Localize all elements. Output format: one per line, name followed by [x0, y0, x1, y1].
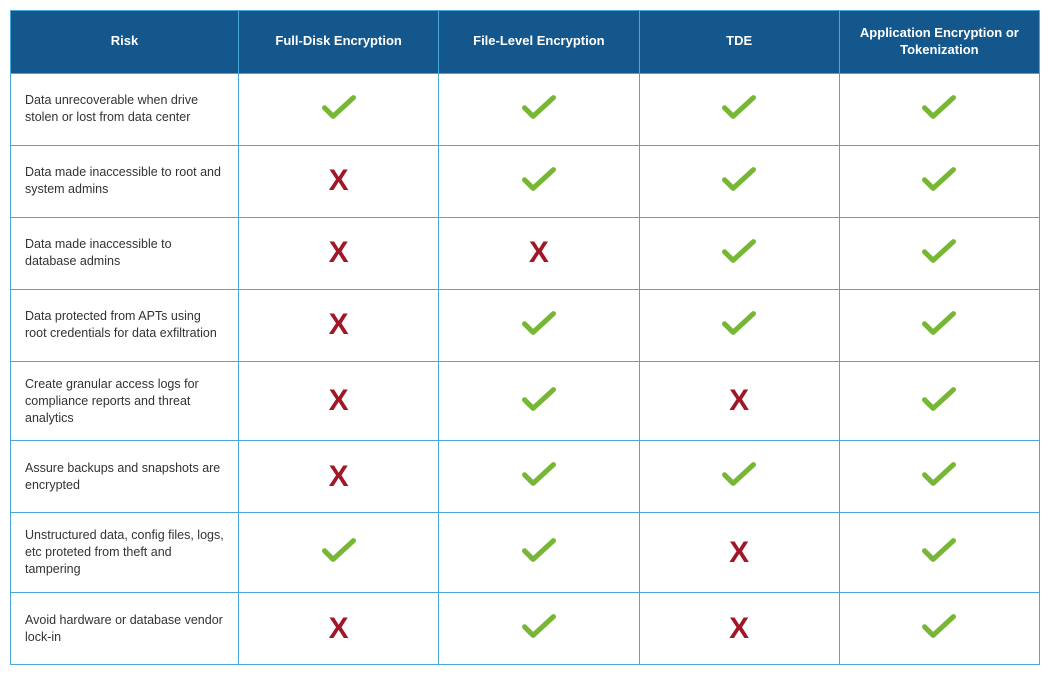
mark-cell [839, 217, 1039, 289]
cross-icon: X [729, 614, 749, 644]
table-body: Data unrecoverable when drive stolen or … [11, 73, 1040, 664]
mark-cell [239, 73, 439, 145]
table-row: Unstructured data, config files, logs, e… [11, 513, 1040, 593]
cross-icon: X [329, 310, 349, 340]
check-icon [922, 536, 956, 569]
check-icon [522, 385, 556, 418]
risk-cell: Data unrecoverable when drive stolen or … [11, 73, 239, 145]
table-header: Risk Full-Disk Encryption File-Level Enc… [11, 11, 1040, 74]
check-icon [722, 93, 756, 126]
cross-icon: X [329, 238, 349, 268]
risk-cell: Data made inaccessible to database admin… [11, 217, 239, 289]
table-row: Data unrecoverable when drive stolen or … [11, 73, 1040, 145]
mark-cell: X [239, 593, 439, 665]
mark-cell [439, 145, 639, 217]
mark-cell [839, 73, 1039, 145]
check-icon [522, 536, 556, 569]
comparison-table-container: Risk Full-Disk Encryption File-Level Enc… [10, 10, 1040, 665]
table-row: Create granular access logs for complian… [11, 361, 1040, 441]
risk-cell: Create granular access logs for complian… [11, 361, 239, 441]
cross-icon: X [729, 386, 749, 416]
mark-cell [639, 73, 839, 145]
risk-cell: Avoid hardware or database vendor lock-i… [11, 593, 239, 665]
mark-cell: X [639, 361, 839, 441]
mark-cell [639, 217, 839, 289]
check-icon [722, 237, 756, 270]
col-header-file-level: File-Level Encryption [439, 11, 639, 74]
mark-cell [439, 361, 639, 441]
mark-cell: X [239, 145, 439, 217]
mark-cell [239, 513, 439, 593]
check-icon [722, 460, 756, 493]
check-icon [922, 93, 956, 126]
mark-cell: X [239, 217, 439, 289]
check-icon [522, 93, 556, 126]
check-icon [922, 460, 956, 493]
table-row: Data made inaccessible to root and syste… [11, 145, 1040, 217]
cross-icon: X [529, 238, 549, 268]
mark-cell [839, 145, 1039, 217]
check-icon [922, 165, 956, 198]
cross-icon: X [329, 166, 349, 196]
mark-cell: X [239, 361, 439, 441]
check-icon [522, 309, 556, 342]
mark-cell: X [239, 441, 439, 513]
comparison-table: Risk Full-Disk Encryption File-Level Enc… [10, 10, 1040, 665]
col-header-app-encryption: Application Encryption or Tokenization [839, 11, 1039, 74]
risk-cell: Unstructured data, config files, logs, e… [11, 513, 239, 593]
mark-cell: X [439, 217, 639, 289]
cross-icon: X [329, 386, 349, 416]
risk-cell: Data made inaccessible to root and syste… [11, 145, 239, 217]
mark-cell [639, 441, 839, 513]
check-icon [722, 309, 756, 342]
check-icon [322, 536, 356, 569]
check-icon [522, 612, 556, 645]
mark-cell [439, 289, 639, 361]
cross-icon: X [729, 538, 749, 568]
risk-cell: Assure backups and snapshots are encrypt… [11, 441, 239, 513]
mark-cell [639, 289, 839, 361]
table-row: Avoid hardware or database vendor lock-i… [11, 593, 1040, 665]
mark-cell [839, 361, 1039, 441]
check-icon [722, 165, 756, 198]
mark-cell: X [239, 289, 439, 361]
cross-icon: X [329, 462, 349, 492]
mark-cell [439, 73, 639, 145]
check-icon [522, 165, 556, 198]
mark-cell [839, 593, 1039, 665]
header-row: Risk Full-Disk Encryption File-Level Enc… [11, 11, 1040, 74]
check-icon [322, 93, 356, 126]
mark-cell: X [639, 593, 839, 665]
table-row: Assure backups and snapshots are encrypt… [11, 441, 1040, 513]
check-icon [922, 612, 956, 645]
col-header-tde: TDE [639, 11, 839, 74]
mark-cell [439, 593, 639, 665]
check-icon [522, 460, 556, 493]
check-icon [922, 309, 956, 342]
check-icon [922, 237, 956, 270]
mark-cell: X [639, 513, 839, 593]
col-header-risk: Risk [11, 11, 239, 74]
col-header-full-disk: Full-Disk Encryption [239, 11, 439, 74]
mark-cell [839, 513, 1039, 593]
mark-cell [639, 145, 839, 217]
risk-cell: Data protected from APTs using root cred… [11, 289, 239, 361]
mark-cell [839, 289, 1039, 361]
mark-cell [439, 513, 639, 593]
mark-cell [839, 441, 1039, 513]
cross-icon: X [329, 614, 349, 644]
mark-cell [439, 441, 639, 513]
check-icon [922, 385, 956, 418]
table-row: Data made inaccessible to database admin… [11, 217, 1040, 289]
table-row: Data protected from APTs using root cred… [11, 289, 1040, 361]
